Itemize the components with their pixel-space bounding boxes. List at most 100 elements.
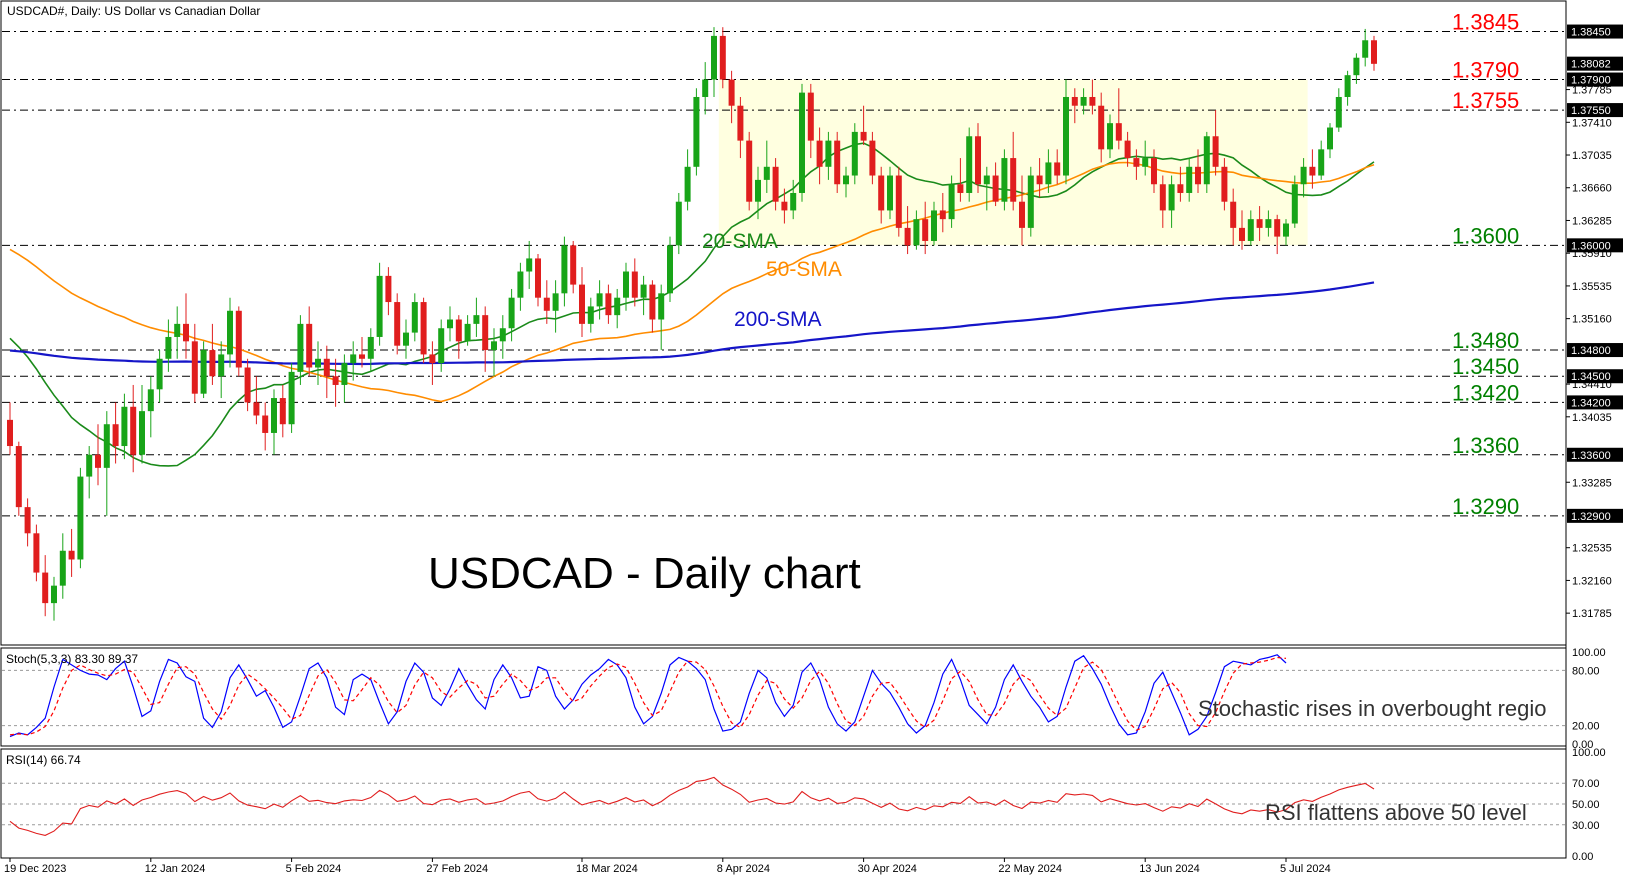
candle [1107, 114, 1113, 159]
candle [843, 166, 849, 198]
level-axis-tag [1567, 343, 1623, 358]
candle [385, 267, 392, 316]
candle [112, 402, 119, 464]
candle [394, 293, 401, 355]
candle [244, 358, 251, 412]
candle-body [851, 131, 858, 176]
sma20-line [9, 142, 1375, 467]
price-tick-label: 1.34035 [1572, 412, 1612, 424]
candle [975, 123, 981, 193]
candle-body [209, 350, 216, 377]
candle-body [1335, 96, 1342, 128]
candle [605, 284, 612, 324]
candle-body [1274, 219, 1281, 237]
candle [359, 336, 365, 368]
candle-body [15, 446, 22, 508]
candle [1344, 70, 1351, 106]
rsi-tick-label: 100.00 [1572, 747, 1606, 759]
candle-body [103, 424, 110, 468]
candle [1098, 92, 1105, 163]
candle [587, 297, 594, 333]
chart-title: USDCAD - Daily chart [428, 549, 861, 598]
candle-body [165, 336, 172, 359]
candle [1327, 123, 1333, 159]
candle [807, 83, 814, 159]
stoch-tick-label: 80.00 [1572, 665, 1600, 677]
candle [1195, 149, 1201, 193]
candle [596, 280, 603, 320]
candle [499, 315, 506, 359]
candle-body [904, 227, 911, 246]
candle-body [253, 402, 260, 416]
candle-body [191, 341, 198, 394]
candle-body [922, 219, 929, 241]
candle-body [966, 136, 973, 193]
candle [561, 236, 568, 307]
level-axis-tag [1567, 447, 1623, 462]
sma50-label: 50-SMA [766, 258, 842, 281]
stoch-title: Stoch(5,3,3) 83.30 89.37 [6, 652, 138, 666]
candle [86, 446, 93, 499]
candle [1212, 110, 1219, 176]
candle-body [790, 192, 797, 211]
candle-body [675, 201, 682, 246]
price-tick-label: 1.32160 [1572, 575, 1612, 587]
candle [367, 328, 374, 372]
candle [895, 166, 902, 237]
candle-body [596, 293, 603, 307]
candle [1318, 140, 1325, 180]
candle [790, 179, 797, 220]
candle-body [491, 341, 497, 351]
candle [737, 96, 744, 159]
candle [1283, 219, 1289, 246]
current-price-tag [1567, 56, 1623, 71]
candle-body [755, 179, 761, 202]
candle-body [1071, 96, 1078, 106]
time-tick-label: 27 Feb 2024 [426, 863, 488, 875]
candle-body [508, 297, 515, 329]
level-lines-layer [2, 31, 1566, 517]
candle [851, 123, 858, 185]
candle-body [1265, 219, 1272, 228]
candle-body [1063, 96, 1069, 176]
level-axis-tag [1567, 395, 1623, 410]
candle-body [1300, 166, 1307, 185]
candle [799, 83, 805, 202]
candle-body [1371, 40, 1377, 64]
candle [1168, 175, 1175, 228]
time-tick-label: 18 Mar 2024 [576, 863, 638, 875]
candle [1335, 88, 1342, 132]
rsi-tick-label: 50.00 [1572, 799, 1600, 811]
candle [1142, 140, 1149, 176]
candle [614, 288, 621, 329]
candle [306, 306, 313, 377]
candle-body [1353, 57, 1360, 76]
rsi-tick-label: 70.00 [1572, 778, 1600, 790]
symbol-info: USDCAD#, Daily: US Dollar vs Canadian Do… [7, 4, 260, 18]
candle-body [860, 131, 867, 141]
candle-body [834, 140, 841, 185]
candle-body [1124, 140, 1131, 159]
time-tick-label: 5 Jul 2024 [1280, 863, 1331, 875]
candle-body [235, 310, 242, 368]
sma200-label: 200-SMA [734, 308, 822, 331]
candle-body [570, 245, 577, 285]
candle-body [605, 293, 612, 316]
candle [491, 328, 497, 377]
candle-body [983, 175, 990, 185]
candle [24, 498, 31, 547]
candle-body [271, 398, 277, 433]
candle-body [147, 389, 154, 412]
candle-body [139, 411, 145, 455]
candle-body [174, 323, 181, 337]
candle-body [640, 284, 647, 298]
candle [922, 201, 929, 255]
candle [631, 258, 638, 307]
level-axis-label: 1.38450 [1571, 27, 1611, 39]
candle [323, 345, 330, 399]
candle-body [77, 476, 84, 560]
candle-body [24, 507, 31, 534]
price-tick-label: 1.36285 [1572, 215, 1612, 227]
